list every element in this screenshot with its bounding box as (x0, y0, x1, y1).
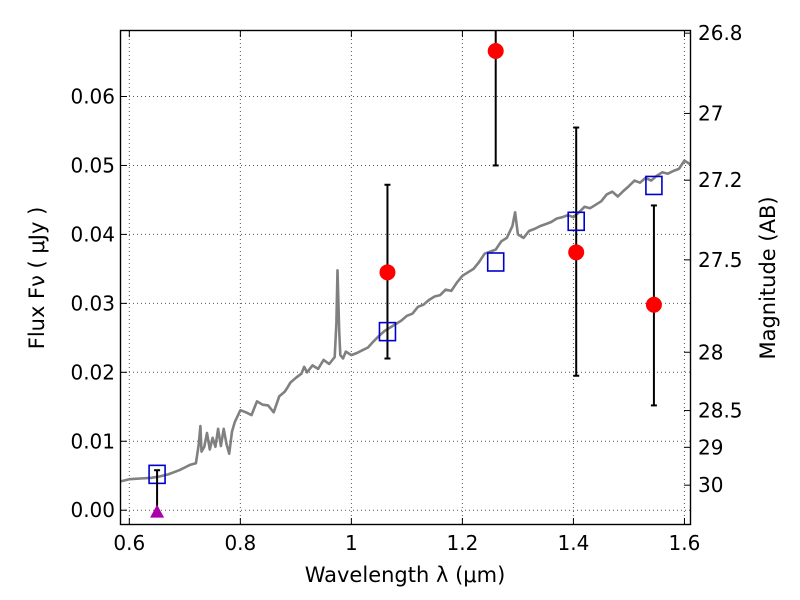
axis-ticks: 0.6 0.8 1 1.2 1.4 1.6 0.00 0.01 0.02 0.03 0.04 0.05… (70, 21, 742, 555)
y-tick-label: 0.06 (70, 85, 115, 109)
y2-tick-label: 26.8 (698, 21, 743, 45)
observed-photometry-point (645, 296, 662, 313)
y-tick-label: 0.05 (70, 153, 115, 177)
x-tick-label: 1.4 (558, 531, 590, 555)
y-tick-label: 0.03 (70, 291, 115, 315)
y-tick-label: 0.01 (70, 429, 115, 453)
y2-tick-label: 28 (698, 340, 723, 364)
plot-frame (119, 29, 692, 526)
upper-limit-triangle (150, 504, 165, 518)
y-tick-label: 0.04 (70, 222, 115, 246)
y2-tick-label: 29 (698, 435, 723, 459)
y2-tick-label: 30 (698, 473, 723, 497)
model-photometry-square (486, 252, 505, 272)
clipped-area (121, 31, 690, 483)
observed-photometry-point (487, 42, 504, 59)
y2-tick-label: 28.5 (698, 399, 743, 423)
y-tick-label: 0.02 (70, 360, 115, 384)
x-tick-label: 1.6 (669, 531, 701, 555)
grid (121, 31, 690, 524)
model-photometry-square (645, 175, 663, 196)
y2-tick-label: 27.5 (698, 248, 743, 272)
x-tick-label: 1.2 (446, 531, 478, 555)
y2-axis-label: Magnitude (AB) (756, 196, 780, 359)
x-tick-label: 0.8 (224, 531, 256, 555)
y-tick-label: 0.00 (70, 498, 115, 522)
spectrum-line (121, 159, 690, 483)
model-photometry-square (378, 321, 397, 342)
model-photometry-square (567, 211, 586, 232)
y-axis-label: Flux Fν ( μJy ) (25, 207, 49, 350)
y2-tick-label: 27 (698, 101, 723, 125)
x-tick-label: 1 (345, 531, 358, 555)
observed-photometry-point (379, 264, 396, 281)
plot-series (121, 31, 690, 518)
x-axis-label: Wavelength λ (μm) (305, 563, 506, 587)
y2-tick-label: 27.2 (698, 168, 743, 192)
x-tick-label: 0.6 (113, 531, 145, 555)
observed-photometry-point (568, 244, 585, 261)
